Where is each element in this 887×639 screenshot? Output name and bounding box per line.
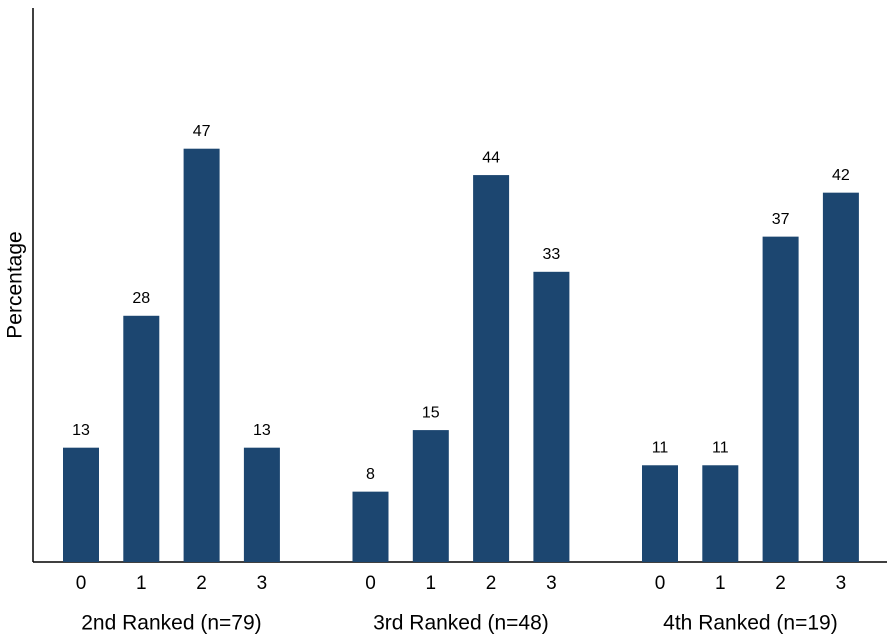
x-tick-label: 3	[546, 573, 557, 594]
x-tick-label: 3	[257, 573, 268, 594]
value-label: 13	[253, 422, 271, 439]
bar	[352, 491, 389, 562]
x-tick-label: 0	[365, 573, 376, 594]
value-label: 42	[832, 167, 850, 184]
bar	[473, 175, 510, 563]
value-label: 44	[482, 149, 500, 166]
bar	[702, 465, 739, 562]
group-label: 4th Ranked (n=19)	[663, 612, 838, 635]
x-tick-label: 2	[775, 573, 786, 594]
value-label: 11	[712, 439, 729, 456]
bar	[762, 236, 799, 562]
bar	[123, 315, 160, 562]
value-label: 8	[366, 466, 375, 483]
bar	[412, 430, 449, 562]
x-tick-label: 1	[715, 573, 726, 594]
value-label: 47	[193, 123, 211, 140]
x-tick-label: 1	[136, 573, 147, 594]
value-label: 13	[72, 422, 90, 439]
value-label: 15	[422, 404, 440, 421]
y-axis-label: Percentage	[4, 231, 27, 338]
bar	[63, 447, 99, 562]
value-label: 37	[772, 211, 790, 228]
x-tick-label: 3	[836, 573, 847, 594]
value-label: 11	[652, 439, 669, 456]
bar	[822, 192, 859, 562]
bar	[642, 465, 678, 562]
group-label: 3rd Ranked (n=48)	[373, 612, 549, 635]
x-tick-label: 0	[655, 573, 666, 594]
x-tick-label: 2	[486, 573, 497, 594]
bar	[243, 447, 280, 562]
bar	[533, 271, 570, 562]
value-label: 28	[132, 290, 150, 307]
x-tick-label: 0	[76, 573, 87, 594]
x-tick-label: 1	[426, 573, 437, 594]
group-label: 2nd Ranked (n=79)	[81, 612, 261, 635]
bar	[183, 148, 220, 562]
value-label: 33	[543, 246, 561, 263]
x-tick-label: 2	[196, 573, 207, 594]
